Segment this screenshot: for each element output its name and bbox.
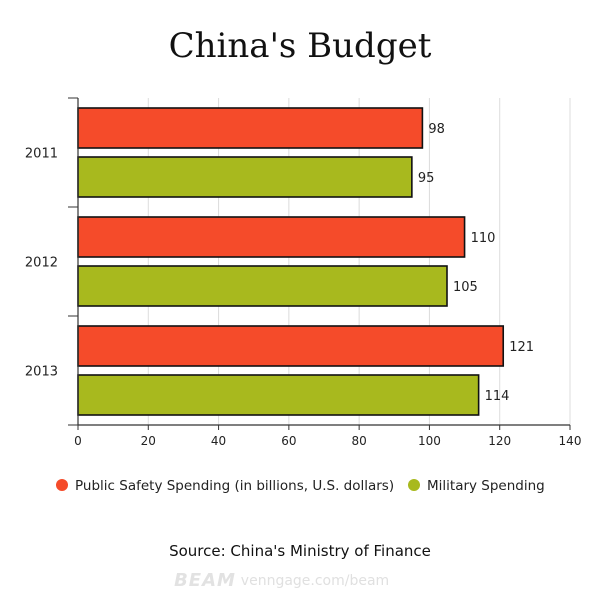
bar-2011-military bbox=[77, 156, 413, 198]
bar-2013-military bbox=[77, 374, 480, 416]
footer-brand: venngage.com/beam bbox=[241, 573, 389, 589]
x-tick-label-60: 60 bbox=[281, 434, 296, 448]
value-label-2011-military: 95 bbox=[418, 171, 435, 186]
bar-2011-public-safety bbox=[77, 107, 424, 149]
value-label-2012-military: 105 bbox=[453, 280, 478, 295]
x-tick-label-40: 40 bbox=[211, 434, 226, 448]
category-label-2012: 2012 bbox=[25, 256, 58, 271]
x-tick-label-120: 120 bbox=[488, 434, 511, 448]
legend-swatch-military bbox=[408, 479, 420, 491]
bars-layer: 98 95 110 105 121 114 bbox=[77, 107, 534, 416]
source-note: Source: China's Ministry of Finance bbox=[169, 542, 431, 560]
x-tick-label-20: 20 bbox=[141, 434, 156, 448]
chart-title: China's Budget bbox=[169, 26, 432, 66]
bar-2012-military bbox=[77, 265, 448, 307]
value-label-2013-military: 114 bbox=[485, 389, 510, 404]
x-tick-label-80: 80 bbox=[352, 434, 367, 448]
x-tick-label-0: 0 bbox=[74, 434, 82, 448]
x-tick-label-100: 100 bbox=[418, 434, 441, 448]
axis-layer: 0 20 40 60 80 100 120 140 2011 2012 2013 bbox=[25, 97, 582, 448]
bar-2012-public-safety bbox=[77, 216, 466, 258]
legend-swatch-public-safety bbox=[56, 479, 68, 491]
category-label-2011: 2011 bbox=[25, 147, 58, 162]
value-label-2011-public-safety: 98 bbox=[428, 122, 445, 137]
footer-logo: BEAM bbox=[174, 570, 236, 591]
value-label-2012-public-safety: 110 bbox=[471, 231, 496, 246]
legend-label-public-safety: Public Safety Spending (in billions, U.S… bbox=[75, 478, 394, 494]
legend: Public Safety Spending (in billions, U.S… bbox=[56, 478, 545, 494]
value-label-2013-public-safety: 121 bbox=[509, 340, 534, 355]
x-tick-label-140: 140 bbox=[559, 434, 582, 448]
grid-layer bbox=[147, 98, 571, 425]
legend-label-military: Military Spending bbox=[427, 478, 545, 494]
bar-2013-public-safety bbox=[77, 325, 505, 367]
category-label-2013: 2013 bbox=[25, 365, 58, 380]
